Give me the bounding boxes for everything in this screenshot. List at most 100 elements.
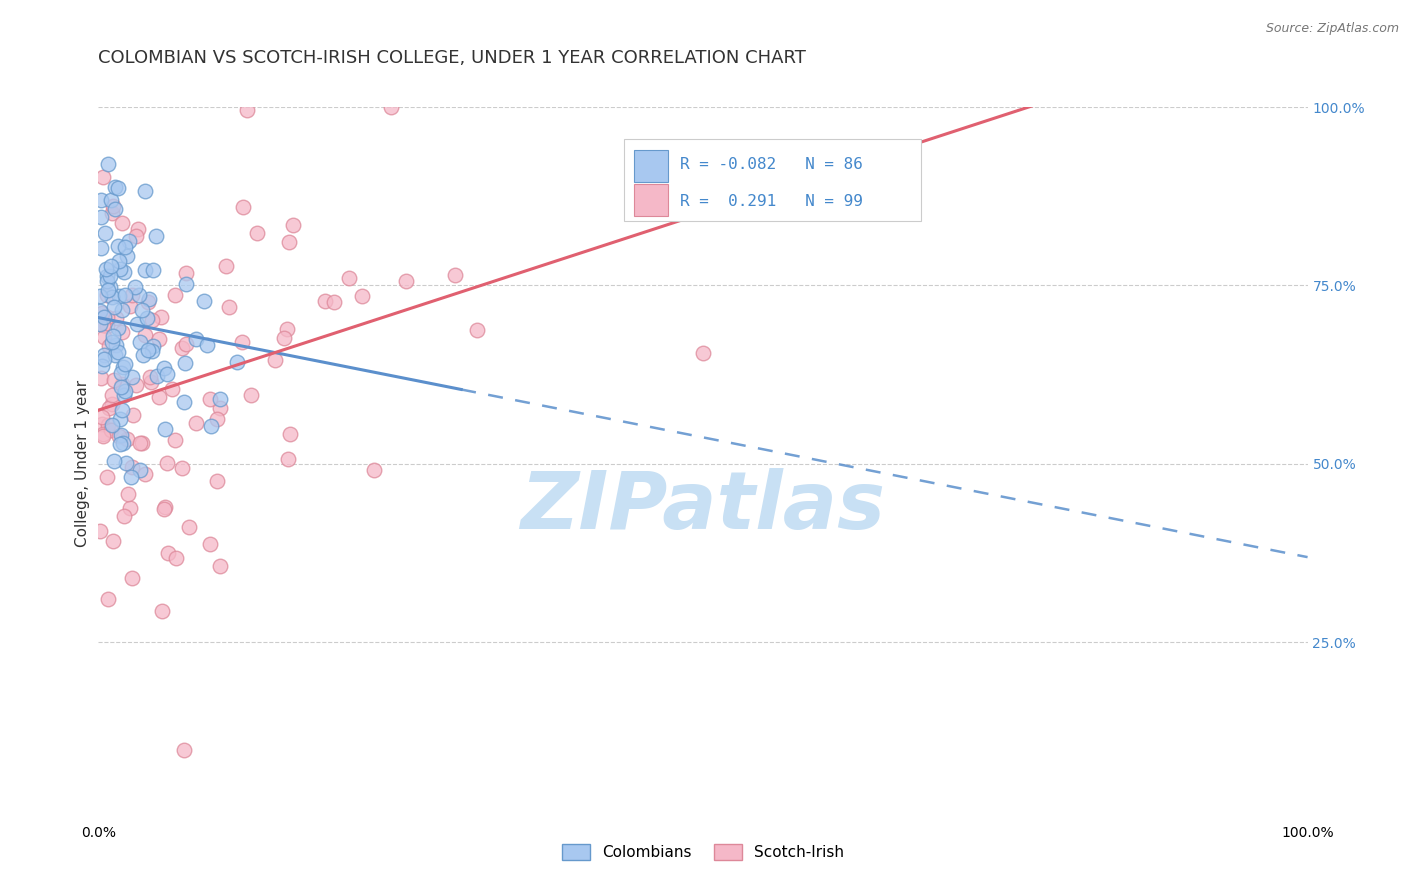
Point <box>314 294 336 309</box>
Point <box>118 299 141 313</box>
Point <box>91 429 114 443</box>
Point <box>132 348 155 362</box>
Point <box>172 341 194 355</box>
Point <box>153 500 176 515</box>
Point <box>273 331 295 345</box>
Point <box>100 194 122 208</box>
Point <box>112 508 135 523</box>
Point <box>104 179 127 194</box>
Point <box>128 288 150 302</box>
Point <box>90 359 112 374</box>
Point <box>278 235 301 249</box>
Point <box>114 288 136 302</box>
Point <box>128 334 150 349</box>
Point <box>176 266 198 280</box>
Point <box>150 604 173 618</box>
Point <box>157 546 180 560</box>
Point <box>193 294 215 309</box>
Point <box>139 370 162 384</box>
Point <box>134 184 156 198</box>
Text: COLOMBIAN VS SCOTCH-IRISH COLLEGE, UNDER 1 YEAR CORRELATION CHART: COLOMBIAN VS SCOTCH-IRISH COLLEGE, UNDER… <box>98 49 806 67</box>
Text: ZIPatlas: ZIPatlas <box>520 467 886 546</box>
Point <box>89 288 111 302</box>
Point <box>110 411 132 425</box>
Point <box>129 463 152 477</box>
Point <box>103 454 125 468</box>
Point <box>153 501 176 516</box>
FancyBboxPatch shape <box>624 139 921 221</box>
Point <box>209 558 232 573</box>
Point <box>101 328 124 343</box>
Point <box>111 216 134 230</box>
Point <box>90 371 112 385</box>
Point <box>139 375 162 389</box>
Point <box>90 241 112 255</box>
Point <box>101 417 124 432</box>
Point <box>692 346 714 360</box>
Point <box>118 500 141 515</box>
Point <box>115 456 138 470</box>
Point <box>155 422 177 436</box>
Point <box>136 343 159 357</box>
Point <box>96 287 118 301</box>
Point <box>91 306 114 320</box>
Text: R =  0.291   N = 99: R = 0.291 N = 99 <box>681 194 863 210</box>
Point <box>215 259 238 273</box>
Point <box>103 300 125 314</box>
Point <box>153 360 176 375</box>
Bar <box>634 184 668 216</box>
Point <box>94 262 117 277</box>
Point <box>186 416 208 430</box>
Point <box>97 401 120 416</box>
Point <box>100 424 122 438</box>
Point <box>110 428 132 442</box>
Point <box>148 390 170 404</box>
Point <box>134 467 156 482</box>
Point <box>198 392 221 406</box>
Point <box>107 180 129 194</box>
Point <box>101 290 124 304</box>
Point <box>129 436 152 450</box>
Point <box>165 550 187 565</box>
Point <box>101 334 124 349</box>
Point <box>142 339 165 353</box>
Point <box>231 335 253 350</box>
Point <box>165 433 187 447</box>
Text: Source: ZipAtlas.com: Source: ZipAtlas.com <box>1265 22 1399 36</box>
Point <box>96 470 118 484</box>
Point <box>163 288 186 302</box>
Point <box>120 470 142 484</box>
Point <box>110 366 132 380</box>
Point <box>264 353 287 368</box>
Point <box>127 317 149 331</box>
Point <box>208 401 231 415</box>
Point <box>156 456 179 470</box>
Point <box>93 351 115 366</box>
Point <box>114 239 136 253</box>
Point <box>118 235 141 249</box>
Point <box>395 274 418 288</box>
Y-axis label: College, Under 1 year: College, Under 1 year <box>75 380 90 548</box>
Point <box>96 274 118 288</box>
Point <box>177 519 200 533</box>
Point <box>184 332 207 346</box>
Point <box>337 270 360 285</box>
Point <box>110 403 132 417</box>
Point <box>91 170 114 185</box>
Point <box>104 202 127 217</box>
Point <box>246 227 269 241</box>
Point <box>98 268 121 283</box>
Point <box>173 395 195 409</box>
Point <box>277 451 299 466</box>
Point <box>98 280 121 294</box>
Point <box>380 100 402 114</box>
Point <box>134 263 156 277</box>
Legend: Colombians, Scotch-Irish: Colombians, Scotch-Irish <box>555 838 851 866</box>
Point <box>125 229 148 244</box>
Point <box>117 432 139 446</box>
Point <box>121 571 143 585</box>
Point <box>96 269 118 284</box>
Point <box>225 355 247 369</box>
Point <box>131 303 153 318</box>
Point <box>195 338 218 352</box>
